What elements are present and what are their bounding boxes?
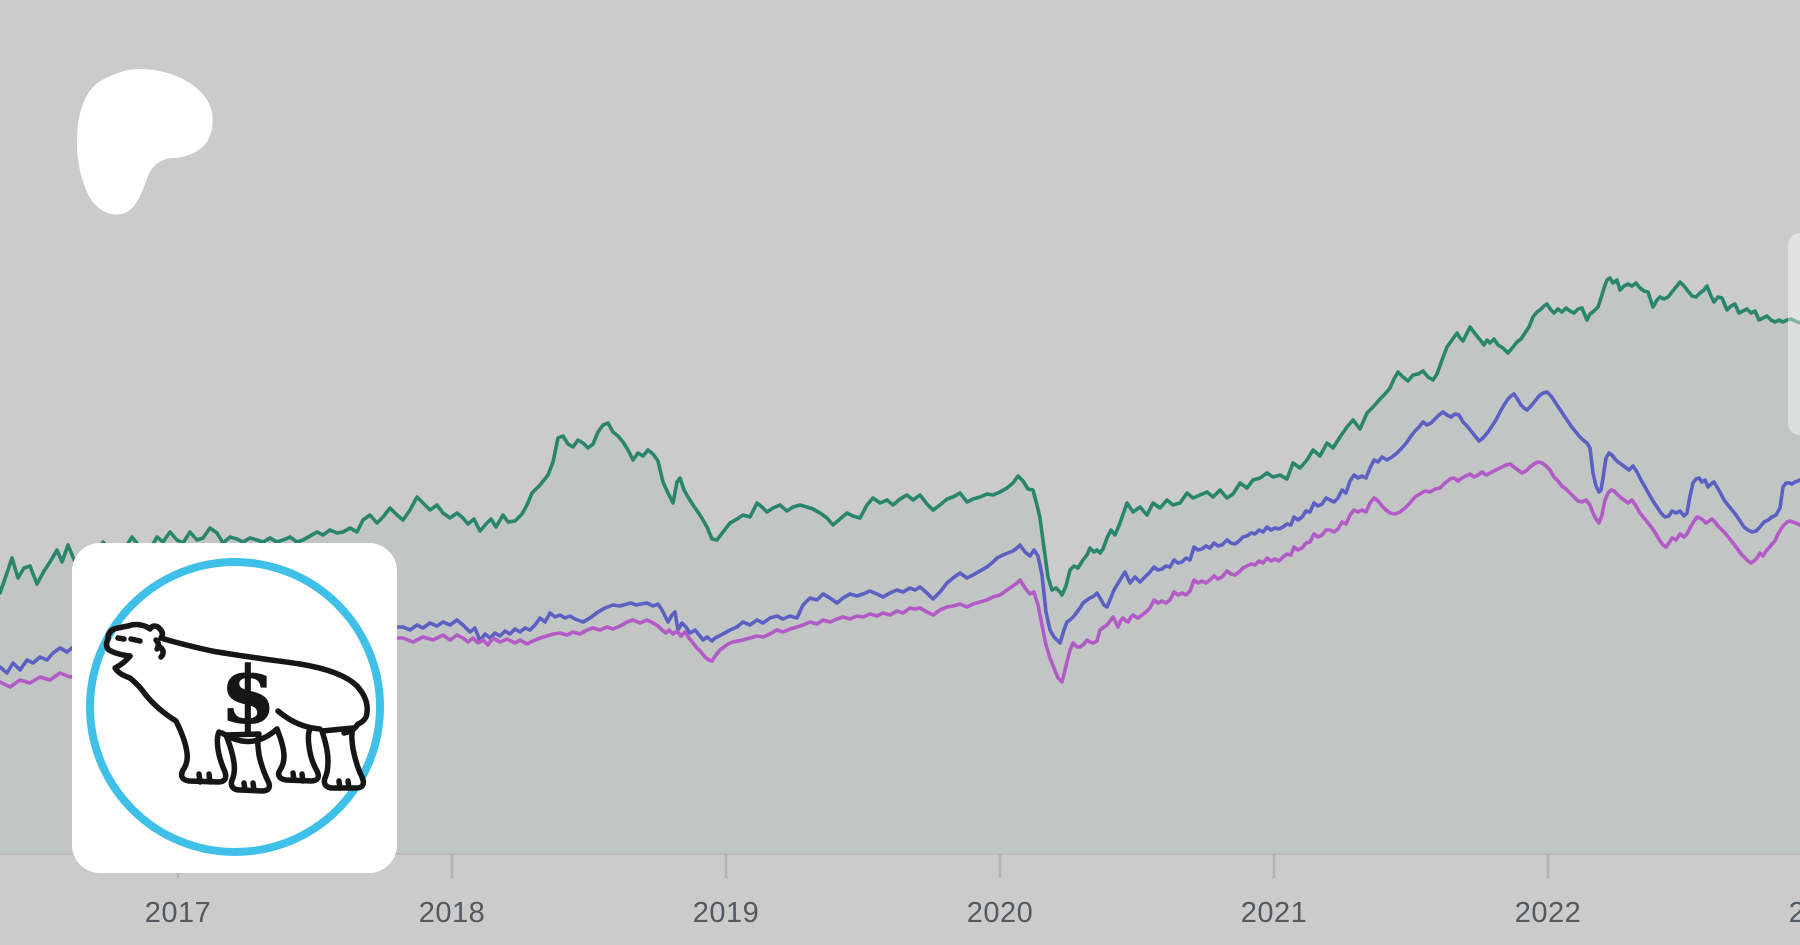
green-area-fill xyxy=(0,278,1800,854)
series-line-indigo xyxy=(0,390,1800,675)
polar-bear-dollar-icon: $ xyxy=(86,558,384,856)
x-axis-label-2019: 2019 xyxy=(692,897,760,929)
series-line-green xyxy=(0,276,1800,597)
area-fill-green xyxy=(0,278,1800,854)
series-line-magenta xyxy=(0,460,1800,689)
x-axis-label-2017: 2017 xyxy=(144,897,212,929)
x-axis-label-2020: 2020 xyxy=(966,897,1034,929)
x-axis-label-2021: 2021 xyxy=(1240,897,1308,929)
right-edge-panel-fragment xyxy=(1788,233,1800,435)
patreon-blob-shape xyxy=(76,68,213,215)
dollar-sign: $ xyxy=(221,650,275,741)
x-axis-label-2018: 2018 xyxy=(418,897,486,929)
patreon-logo xyxy=(76,68,213,215)
channel-avatar-card: $ xyxy=(72,543,397,873)
polar-bear-drawing xyxy=(103,621,370,794)
x-axis-label-2022: 2022 xyxy=(1514,897,1582,929)
series-lines xyxy=(0,276,1800,689)
x-axis-label-2023: 2023 xyxy=(1788,897,1800,929)
